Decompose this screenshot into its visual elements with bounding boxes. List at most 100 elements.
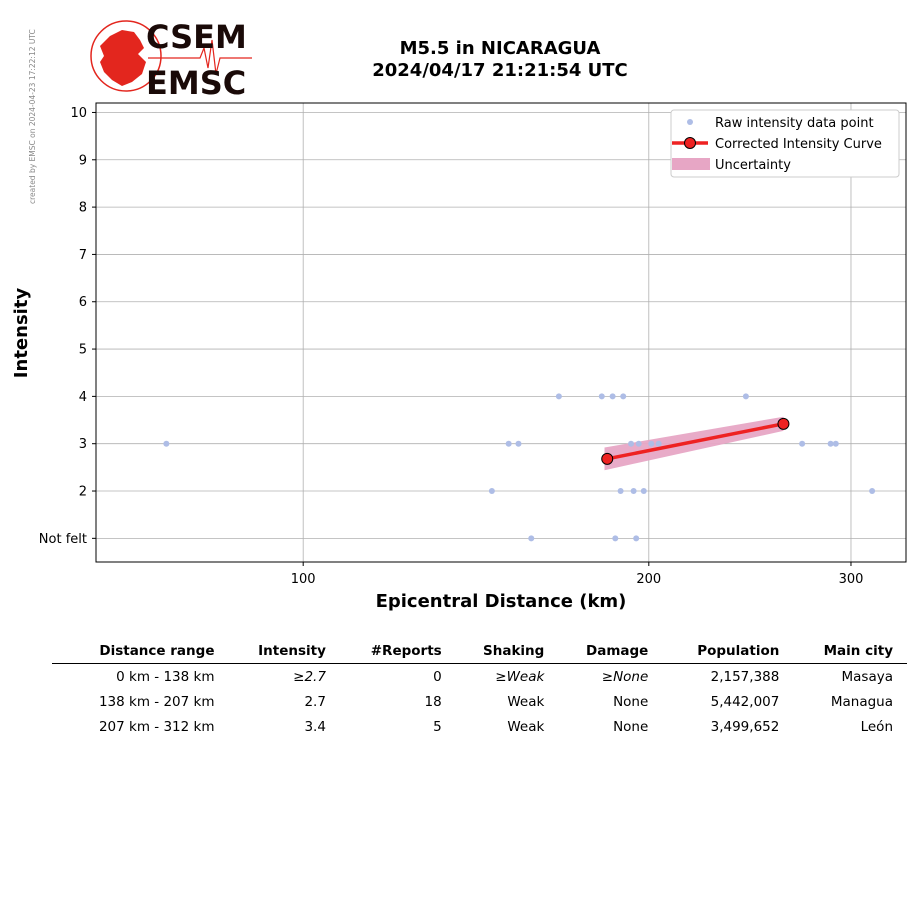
y-tick-label: 2 <box>79 485 87 500</box>
table-row: 0 km - 138 km ≥2.7 0 ≥Weak ≥None 2,157,3… <box>52 664 907 690</box>
cell-shaking: Weak <box>507 718 545 735</box>
cell-range: 207 km - 312 km <box>98 718 215 735</box>
intensity-chart: Not felt 2 3 4 5 6 7 8 9 10 100 200 300 Epicentral D… <box>11 102 907 612</box>
y-tick-label: 3 <box>79 437 87 452</box>
cell-shaking: Weak <box>507 693 545 710</box>
logo-seismogram-line <box>148 39 252 75</box>
y-tick-label: 9 <box>79 153 87 168</box>
y-axis-label: Intensity <box>11 288 32 379</box>
raw-data-point <box>799 440 806 447</box>
cell-reports: 5 <box>433 718 442 735</box>
raw-data-point <box>620 393 627 400</box>
col-main-city: Main city <box>793 640 907 664</box>
y-tick-label: 10 <box>70 106 87 121</box>
curve-layer <box>601 417 790 465</box>
uncertainty-band <box>604 416 784 471</box>
cell-city: Managua <box>830 693 893 710</box>
cell-intensity: 3.4 <box>304 718 326 735</box>
raw-data-point <box>655 440 662 447</box>
chart-title: M5.5 in NICARAGUA 2024/04/17 21:21:54 UT… <box>300 38 700 82</box>
x-tick-label: 300 <box>839 572 864 587</box>
raw-data-point <box>555 393 562 400</box>
curve-point <box>601 452 614 465</box>
raw-data-point <box>635 440 642 447</box>
corrected-intensity-line <box>606 422 784 461</box>
y-tick-label: 7 <box>79 248 87 263</box>
credit-text: created by EMSC on 2024-04-23 17:22:12 U… <box>28 29 37 204</box>
legend-label: Raw intensity data point <box>715 116 874 131</box>
emsc-logo: CSEM EMSC <box>90 18 252 100</box>
y-tick-label: 4 <box>79 390 87 405</box>
raw-data-point <box>742 393 749 400</box>
raw-data-point <box>832 440 839 447</box>
cell-population: 3,499,652 <box>710 718 780 735</box>
y-tick-label: 5 <box>79 343 87 358</box>
logo-map-shape <box>100 30 146 86</box>
legend-label: Corrected Intensity Curve <box>715 137 882 152</box>
cell-damage: ≥None <box>601 668 649 685</box>
raw-data-point <box>612 535 619 542</box>
cell-damage: None <box>613 693 649 710</box>
raw-data-point <box>163 440 170 447</box>
chart-title-line2: 2024/04/17 21:21:54 UTC <box>372 60 628 81</box>
col-shaking: Shaking <box>455 640 559 664</box>
legend-label: Uncertainty <box>715 158 791 173</box>
x-axis-label: Epicentral Distance (km) <box>376 591 627 612</box>
cell-reports: 0 <box>433 668 442 685</box>
legend-raw-marker <box>687 119 693 125</box>
plot-frame <box>95 102 907 563</box>
legend-box <box>670 109 900 178</box>
logo-bottom-text: EMSC <box>146 64 246 100</box>
raw-data-point <box>598 393 605 400</box>
raw-data-point <box>630 488 637 495</box>
cell-range: 138 km - 207 km <box>98 693 215 710</box>
cell-intensity: ≥2.7 <box>293 668 326 685</box>
legend-curve-marker <box>684 137 696 149</box>
logo-globe-icon <box>90 20 162 92</box>
y-tick-label: Not felt <box>39 532 87 547</box>
raw-data-point <box>488 488 495 495</box>
cell-intensity: 2.7 <box>304 693 326 710</box>
cell-population: 5,442,007 <box>710 693 780 710</box>
cell-city: León <box>860 718 893 735</box>
table-header-row: Distance range Intensity #Reports Shakin… <box>52 640 907 664</box>
raw-points-layer <box>163 393 876 542</box>
raw-data-point <box>617 488 624 495</box>
cell-population: 2,157,388 <box>710 668 780 685</box>
raw-data-point <box>633 535 640 542</box>
col-population: Population <box>662 640 794 664</box>
cell-reports: 18 <box>424 693 442 710</box>
col-distance-range: Distance range <box>52 640 229 664</box>
y-tick-label: 8 <box>79 201 87 216</box>
col-intensity: Intensity <box>228 640 340 664</box>
chart-title-line1: M5.5 in NICARAGUA <box>399 38 601 59</box>
logo-top-text: CSEM <box>146 18 247 56</box>
credit-note: created by EMSC on 2024-04-23 17:22:12 U… <box>28 29 37 204</box>
raw-data-point <box>648 440 655 447</box>
cell-damage: None <box>613 718 649 735</box>
ticks-layer: Not felt 2 3 4 5 6 7 8 9 10 100 200 300 <box>39 106 864 587</box>
col-damage: Damage <box>558 640 663 664</box>
chart-legend: Raw intensity data point Corrected Intens… <box>670 109 900 178</box>
col-reports: #Reports <box>339 640 456 664</box>
y-tick-label: 6 <box>79 295 87 310</box>
table-row: 138 km - 207 km 2.7 18 Weak None 5,442,0… <box>52 689 907 714</box>
raw-data-point <box>628 440 635 447</box>
raw-data-point <box>515 440 522 447</box>
cell-city: Masaya <box>841 668 894 685</box>
x-tick-label: 200 <box>636 572 661 587</box>
raw-data-point <box>869 488 876 495</box>
raw-data-point <box>528 535 535 542</box>
x-tick-label: 100 <box>291 572 316 587</box>
table-row: 207 km - 312 km 3.4 5 Weak None 3,499,65… <box>52 714 907 739</box>
grid <box>96 103 906 562</box>
uncertainty-band-layer <box>604 416 784 471</box>
intensity-summary-table: Distance range Intensity #Reports Shakin… <box>52 640 907 739</box>
curve-point <box>777 417 790 430</box>
legend-uncertainty-swatch <box>672 158 710 170</box>
raw-data-point <box>640 488 647 495</box>
cell-range: 0 km - 138 km <box>116 668 215 685</box>
raw-data-point <box>505 440 512 447</box>
raw-data-point <box>609 393 616 400</box>
raw-data-point <box>827 440 834 447</box>
